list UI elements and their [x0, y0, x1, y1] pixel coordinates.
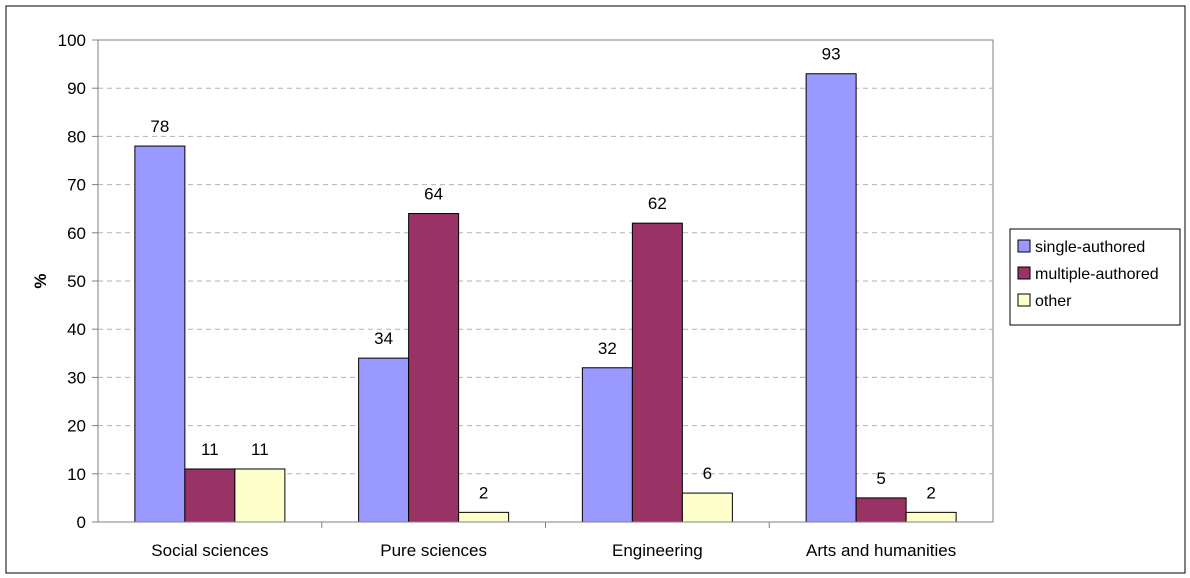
y-tick-label: 20 — [67, 417, 86, 436]
data-label: 5 — [876, 469, 885, 488]
data-label: 32 — [598, 339, 617, 358]
bar-multiple-authored — [184, 468, 236, 523]
y-tick-label: 70 — [67, 176, 86, 195]
y-tick-label: 100 — [58, 31, 86, 50]
legend-swatch — [1017, 293, 1031, 307]
bar-single-authored — [358, 357, 410, 523]
bar-multiple-authored — [855, 497, 907, 523]
bar-other — [681, 492, 733, 523]
x-tick-label: Engineering — [612, 541, 703, 560]
legend-swatch — [1017, 239, 1031, 253]
y-tick-label: 30 — [67, 368, 86, 387]
y-tick-label: 80 — [67, 127, 86, 146]
bar-single-authored — [134, 145, 186, 523]
bar-other — [234, 468, 286, 523]
y-tick-label: 90 — [67, 79, 86, 98]
legend-box — [1009, 228, 1181, 326]
legend: single-authored multiple-authored other — [1009, 228, 1181, 326]
data-label: 2 — [479, 483, 488, 502]
data-label: 2 — [926, 483, 935, 502]
legend-label: multiple-authored — [1035, 266, 1159, 283]
data-label: 11 — [251, 440, 269, 459]
bar-multiple-authored — [408, 213, 460, 523]
x-tick-label: Arts and humanities — [806, 541, 956, 560]
data-label: 11 — [201, 440, 219, 459]
bar-single-authored — [581, 367, 633, 523]
bars: 78 11 11 34 64 2 32 62 6 93 5 2 — [134, 45, 957, 523]
bar-multiple-authored — [631, 222, 683, 523]
data-label: 64 — [424, 185, 443, 204]
y-axis-title: % — [31, 273, 50, 288]
data-label: 93 — [822, 45, 841, 64]
data-label: 62 — [648, 194, 667, 213]
y-tick-label: 40 — [67, 320, 86, 339]
y-tick-label: 50 — [67, 272, 86, 291]
data-label: 34 — [374, 329, 393, 348]
axes: 0 10 20 30 40 50 60 70 80 90 100 Social sciences Pur… — [58, 31, 993, 560]
data-label: 78 — [150, 117, 169, 136]
data-label: 6 — [703, 464, 712, 483]
bar-other — [458, 511, 510, 523]
legend-label: other — [1035, 293, 1072, 310]
bar-other — [905, 511, 957, 523]
legend-label: single-authored — [1035, 239, 1145, 256]
legend-swatch — [1017, 266, 1031, 280]
y-tick-label: 60 — [67, 224, 86, 243]
y-tick-label: 10 — [67, 465, 86, 484]
x-tick-label: Pure sciences — [380, 541, 487, 560]
bar-single-authored — [805, 73, 857, 523]
x-tick-label: Social sciences — [151, 541, 268, 560]
y-tick-label: 0 — [77, 513, 86, 532]
